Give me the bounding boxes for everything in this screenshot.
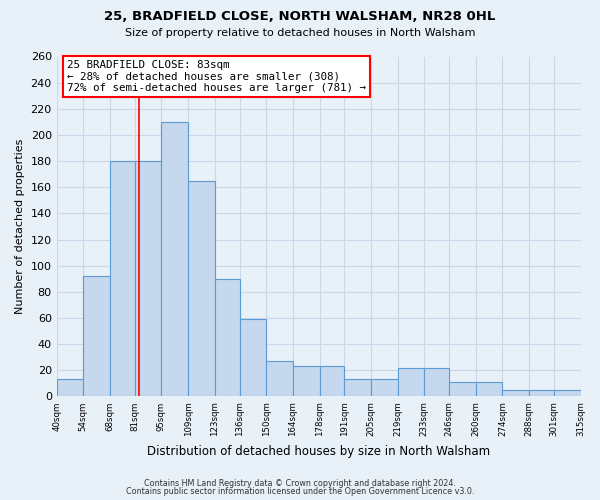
- Y-axis label: Number of detached properties: Number of detached properties: [15, 139, 25, 314]
- Bar: [215, 279, 239, 396]
- Bar: [56, 380, 83, 396]
- X-axis label: Distribution of detached houses by size in North Walsham: Distribution of detached houses by size …: [147, 444, 490, 458]
- Bar: [554, 390, 581, 396]
- Bar: [293, 366, 320, 396]
- Bar: [529, 390, 554, 396]
- Bar: [424, 368, 449, 396]
- Text: Size of property relative to detached houses in North Walsham: Size of property relative to detached ho…: [125, 28, 475, 38]
- Bar: [371, 380, 398, 396]
- Text: 25 BRADFIELD CLOSE: 83sqm
← 28% of detached houses are smaller (308)
72% of semi: 25 BRADFIELD CLOSE: 83sqm ← 28% of detac…: [67, 60, 366, 93]
- Bar: [239, 320, 266, 396]
- Bar: [188, 180, 215, 396]
- Bar: [110, 161, 135, 396]
- Bar: [135, 161, 161, 396]
- Bar: [398, 368, 424, 396]
- Bar: [161, 122, 188, 396]
- Bar: [320, 366, 344, 396]
- Text: 25, BRADFIELD CLOSE, NORTH WALSHAM, NR28 0HL: 25, BRADFIELD CLOSE, NORTH WALSHAM, NR28…: [104, 10, 496, 23]
- Bar: [266, 361, 293, 396]
- Bar: [344, 380, 371, 396]
- Bar: [476, 382, 502, 396]
- Bar: [449, 382, 476, 396]
- Bar: [502, 390, 529, 396]
- Text: Contains HM Land Registry data © Crown copyright and database right 2024.: Contains HM Land Registry data © Crown c…: [144, 478, 456, 488]
- Bar: [83, 276, 110, 396]
- Text: Contains public sector information licensed under the Open Government Licence v3: Contains public sector information licen…: [126, 487, 474, 496]
